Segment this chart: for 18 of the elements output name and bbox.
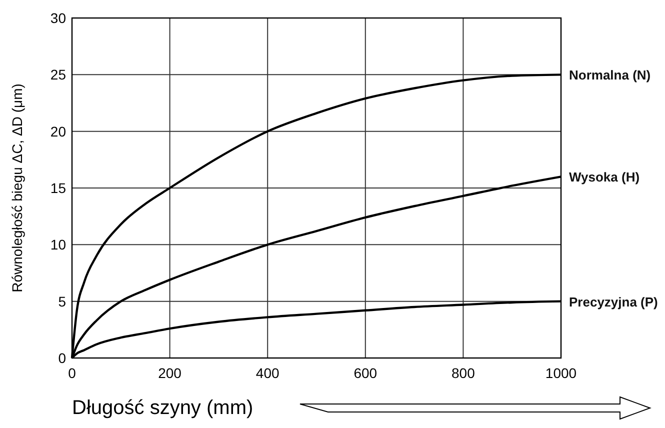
x-tick-label: 1000 [545,365,577,381]
x-tick-label: 0 [68,365,76,381]
series-label: Wysoka (H) [569,170,640,185]
x-tick-label: 800 [452,365,476,381]
y-axis-title: Równoległość biegu ΔC, ΔD (μm) [9,84,25,292]
y-tick-label: 15 [50,180,66,196]
x-tick-label: 400 [256,365,280,381]
series-label: Normalna (N) [569,68,651,83]
y-tick-label: 10 [50,236,66,253]
x-axis-title: Długość szyny (mm) [72,397,254,419]
y-tick-label: 5 [58,293,66,310]
series-label: Precyzyjna (P) [569,294,658,310]
x-tick-label: 600 [354,365,378,381]
y-tick-label: 20 [50,123,66,140]
x-tick-label: 200 [158,365,182,381]
y-tick-label: 30 [50,10,66,26]
y-tick-label: 25 [50,66,66,83]
y-tick-label: 0 [58,350,66,366]
